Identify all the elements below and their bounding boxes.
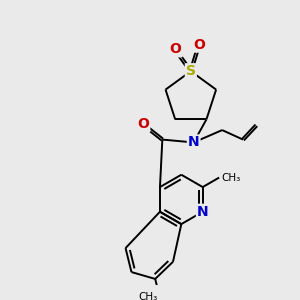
Text: CH₃: CH₃: [139, 292, 158, 300]
Text: S: S: [186, 64, 196, 78]
Text: O: O: [137, 117, 149, 131]
Text: O: O: [170, 42, 182, 56]
Text: N: N: [197, 205, 208, 219]
Text: CH₃: CH₃: [221, 172, 240, 183]
Text: N: N: [188, 135, 200, 149]
Text: O: O: [194, 38, 205, 52]
